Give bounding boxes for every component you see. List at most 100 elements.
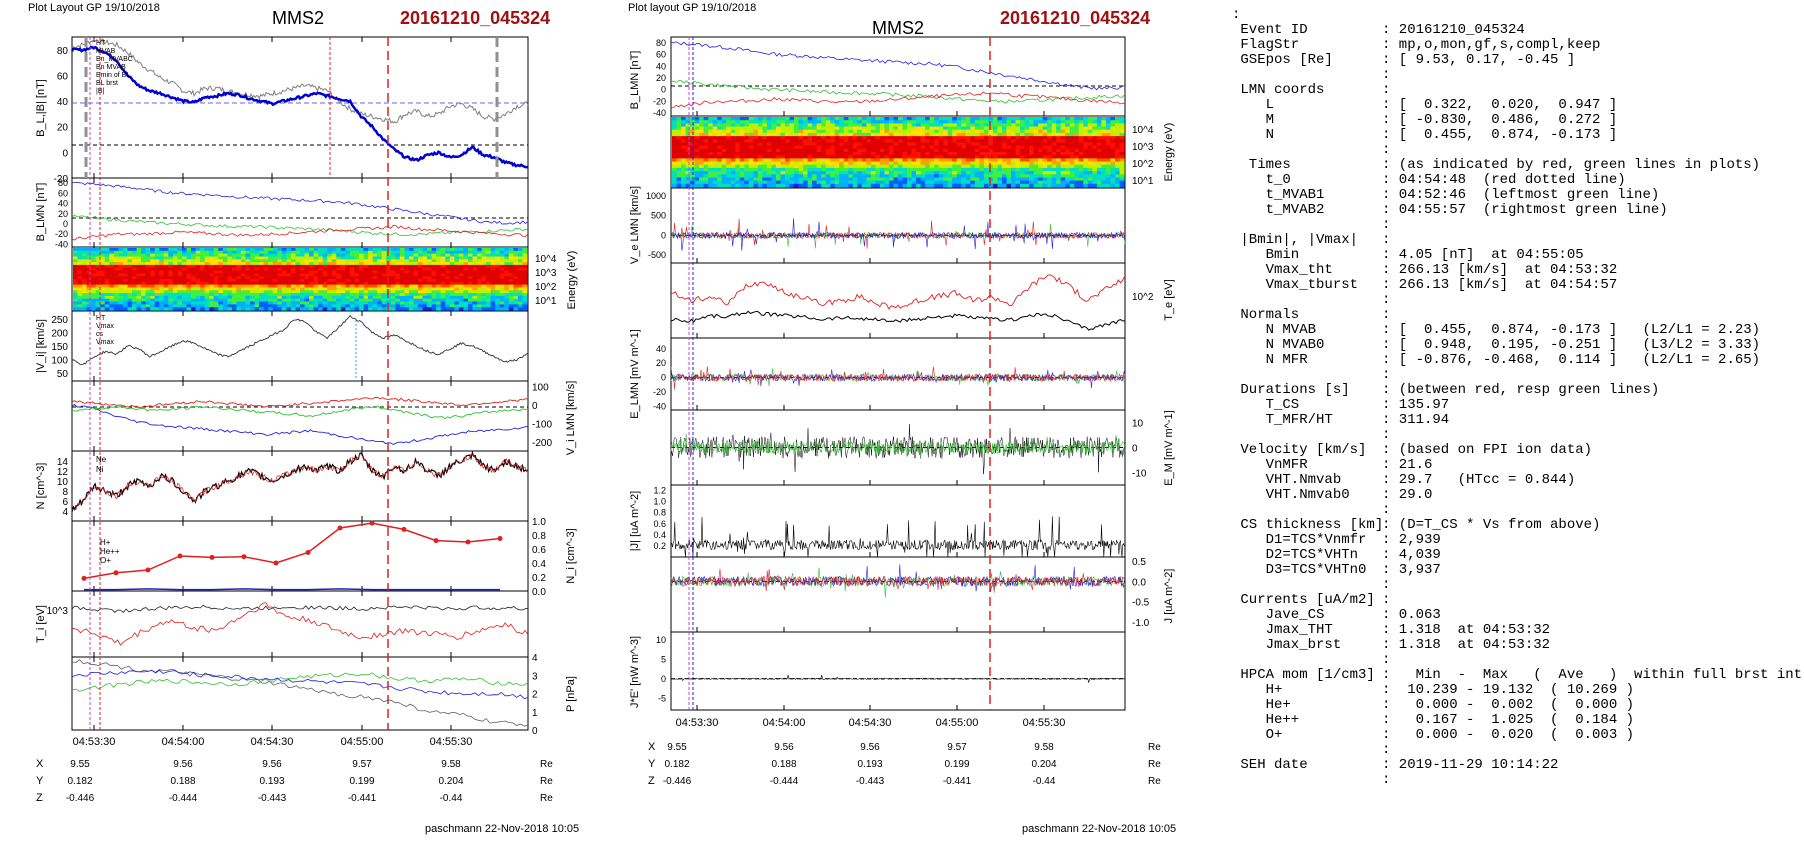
- spectrogram-cell: [286, 253, 292, 257]
- spectrogram-cell: [735, 180, 741, 185]
- y-tick-label: 0.4: [532, 559, 546, 570]
- spectrogram-cell: [490, 267, 496, 272]
- spectrogram-cell: [304, 253, 310, 257]
- spectrogram-cell: [268, 250, 274, 255]
- spectrogram-cell: [771, 136, 777, 140]
- spectrogram-cell: [195, 262, 201, 266]
- spectrogram-cell: [961, 129, 967, 134]
- spectrogram-cell: [1029, 139, 1035, 144]
- spectrogram-cell: [1033, 136, 1039, 140]
- spectrogram-cell: [472, 281, 478, 286]
- spectrogram-cell: [404, 253, 410, 257]
- spectrogram-cell: [486, 304, 492, 308]
- spectrogram-cell: [186, 256, 192, 260]
- spectrogram-cell: [712, 145, 718, 150]
- spectrogram-cell: [1083, 164, 1089, 169]
- y-tick-label: 20: [58, 209, 68, 219]
- spectrogram-cell: [889, 180, 895, 185]
- spectrogram-cell: [477, 270, 483, 274]
- spectrogram-cell: [776, 142, 782, 147]
- spectrogram-cell: [753, 180, 759, 185]
- spectrogram-cell: [1105, 177, 1111, 182]
- spectrogram-cell: [952, 183, 958, 188]
- spectrogram-cell: [508, 253, 514, 257]
- spectrogram-cell: [798, 148, 804, 153]
- spectrogram-cell: [86, 264, 92, 269]
- spectrogram-cell: [290, 284, 296, 288]
- spectrogram-cell: [318, 256, 324, 260]
- spectrogram-cell: [898, 174, 904, 179]
- spectrogram-cell: [399, 284, 405, 288]
- spectrogram-cell: [726, 171, 732, 175]
- spectrogram-cell: [703, 117, 709, 121]
- spectrogram-cell: [227, 293, 233, 297]
- spectrogram-cell: [825, 148, 831, 153]
- spectrogram-cell: [757, 180, 763, 185]
- spectrogram-cell: [300, 279, 306, 283]
- spectrogram-cell: [1074, 136, 1080, 140]
- spectrogram-cell: [300, 281, 306, 286]
- y-tick-label: 4: [62, 507, 68, 518]
- spectrogram-cell: [812, 174, 818, 179]
- spectrogram-cell: [938, 167, 944, 172]
- spectrogram-cell: [839, 183, 845, 188]
- spectrogram-cell: [834, 152, 840, 156]
- spectrogram-cell: [109, 304, 115, 308]
- spectrogram-cell: [907, 161, 913, 166]
- spectrogram-cell: [925, 145, 931, 150]
- spectrogram-cell: [1110, 148, 1116, 153]
- spectrogram-cell: [377, 301, 383, 305]
- spectrogram-cell: [458, 267, 464, 272]
- spectrogram-cell: [150, 256, 156, 260]
- spectrogram-cell: [404, 270, 410, 274]
- spectrogram-cell: [304, 295, 310, 300]
- spectrogram-cell: [445, 259, 451, 263]
- series-line-ptot: [71, 669, 529, 699]
- spectrogram-cell: [100, 279, 106, 283]
- info-value: : (between red, resp green lines): [1382, 382, 1660, 398]
- spectrogram-cell: [730, 120, 736, 124]
- spectrogram-cell: [961, 174, 967, 179]
- spectrogram-cell: [961, 161, 967, 166]
- spectrogram-cell: [381, 264, 387, 269]
- spectrogram-cell: [803, 126, 809, 131]
- spectrogram-cell: [195, 270, 201, 274]
- spectrogram-cell: [418, 262, 424, 266]
- spectrogram-cell: [300, 287, 306, 291]
- spectrogram-cell: [852, 174, 858, 179]
- spectrogram-cell: [513, 287, 519, 291]
- spectrogram-cell: [997, 183, 1003, 188]
- spectrogram-cell: [136, 267, 142, 272]
- spectrogram-cell: [254, 267, 260, 272]
- spectrogram-cell: [744, 117, 750, 121]
- spectrogram-cell: [390, 281, 396, 286]
- spectrogram-cell: [445, 301, 451, 305]
- spectrogram-cell: [141, 298, 147, 303]
- spectrogram-cell: [839, 142, 845, 147]
- spectrogram-cell: [735, 174, 741, 179]
- spectrogram-cell: [381, 293, 387, 297]
- spectrogram-cell: [952, 120, 958, 124]
- spectrogram-cell: [721, 171, 727, 175]
- data-point-heplusplus: [305, 550, 311, 555]
- spectrogram-cell: [1078, 177, 1084, 182]
- spectrogram-cell: [481, 256, 487, 260]
- spectrogram-cell: [726, 136, 732, 140]
- spectrogram-cell: [345, 287, 351, 291]
- spectrogram-cell: [304, 259, 310, 263]
- spectrogram-cell: [395, 281, 401, 286]
- spectrogram-cell: [766, 180, 772, 185]
- info-value: : 0.063: [1382, 607, 1441, 623]
- spectrogram-cell: [399, 279, 405, 283]
- spectrogram-cell: [141, 262, 147, 266]
- spectrogram-cell: [486, 267, 492, 272]
- spectrogram-cell: [300, 259, 306, 263]
- spectrogram-cell: [884, 164, 890, 169]
- spectrogram-cell: [992, 152, 998, 156]
- y-tick-label: 10^3: [535, 268, 557, 279]
- spectrogram-cell: [997, 164, 1003, 169]
- spectrogram-cell: [983, 161, 989, 166]
- spectrogram-cell: [816, 142, 822, 147]
- spectrogram-cell: [843, 126, 849, 131]
- spectrogram-cell: [1060, 123, 1066, 128]
